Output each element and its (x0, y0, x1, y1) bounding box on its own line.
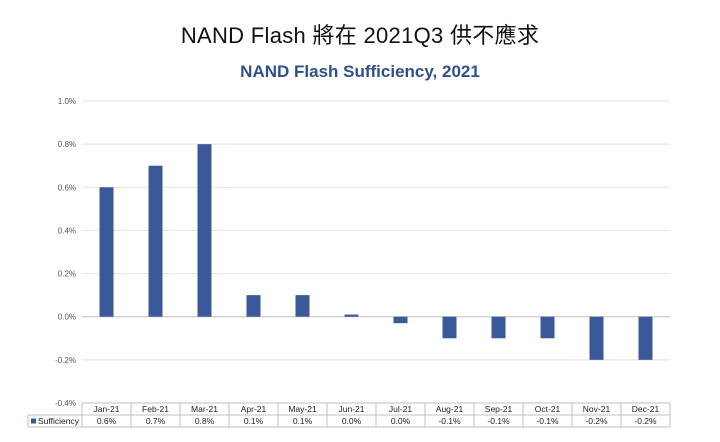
legend-swatch (31, 418, 36, 424)
data-label: 0.0% (391, 416, 411, 426)
x-tick-label: Apr-21 (241, 404, 267, 414)
bar (638, 316, 653, 360)
x-tick-label: Mar-21 (191, 404, 218, 414)
x-tick-label: Oct-21 (535, 404, 561, 414)
x-tick-label: Sep-21 (485, 404, 513, 414)
x-tick-label: Aug-21 (436, 404, 464, 414)
bar (540, 316, 555, 339)
x-tick-label: May-21 (288, 404, 317, 414)
bar (295, 295, 310, 317)
y-tick-label: -0.4% (55, 399, 76, 408)
y-tick-label: -0.2% (55, 356, 76, 365)
data-label: 0.1% (293, 416, 313, 426)
data-label: 0.0% (342, 416, 362, 426)
data-label: -0.1% (487, 416, 510, 426)
legend-label: Sufficiency (38, 416, 80, 426)
data-label: -0.2% (634, 416, 657, 426)
gridlines (82, 100, 670, 404)
y-tick-label: 0.6% (58, 183, 76, 192)
data-table: Jan-21 0.6% Feb-21 0.7% Mar-21 0.8% Apr-21 0.1%… (27, 402, 671, 428)
bar (246, 295, 261, 317)
bar (197, 144, 212, 317)
x-tick-label: Jul-21 (389, 404, 412, 414)
bar (344, 314, 359, 317)
chart-title: NAND Flash Sufficiency, 2021 (240, 62, 480, 81)
bar (491, 316, 506, 339)
bar (99, 187, 114, 317)
bar (589, 316, 604, 360)
data-label: -0.2% (585, 416, 608, 426)
x-tick-label: Feb-21 (142, 404, 169, 414)
x-tick-label: Jan-21 (94, 404, 120, 414)
x-tick-label: Jun-21 (339, 404, 365, 414)
x-tick-label: Nov-21 (583, 404, 611, 414)
data-label: 0.8% (195, 416, 215, 426)
data-label: -0.1% (536, 416, 559, 426)
bar (148, 165, 163, 317)
data-label: -0.1% (438, 416, 461, 426)
y-tick-label: 0.2% (58, 270, 76, 279)
y-axis-ticks: -0.4% -0.2% 0.0% 0.2% 0.4% 0.6% 0.8% 1.0% (55, 97, 76, 408)
bars (99, 144, 653, 360)
x-tick-label: Dec-21 (632, 404, 660, 414)
y-tick-label: 0.4% (58, 226, 76, 235)
data-label: 0.6% (97, 416, 117, 426)
bar (393, 316, 408, 324)
y-tick-label: 1.0% (58, 97, 76, 106)
page-title: NAND Flash 將在 2021Q3 供不應求 (180, 23, 540, 48)
y-tick-label: 0.0% (58, 313, 76, 322)
data-label: 0.1% (244, 416, 264, 426)
y-tick-label: 0.8% (58, 140, 76, 149)
bar (442, 316, 457, 339)
data-label: 0.7% (146, 416, 166, 426)
